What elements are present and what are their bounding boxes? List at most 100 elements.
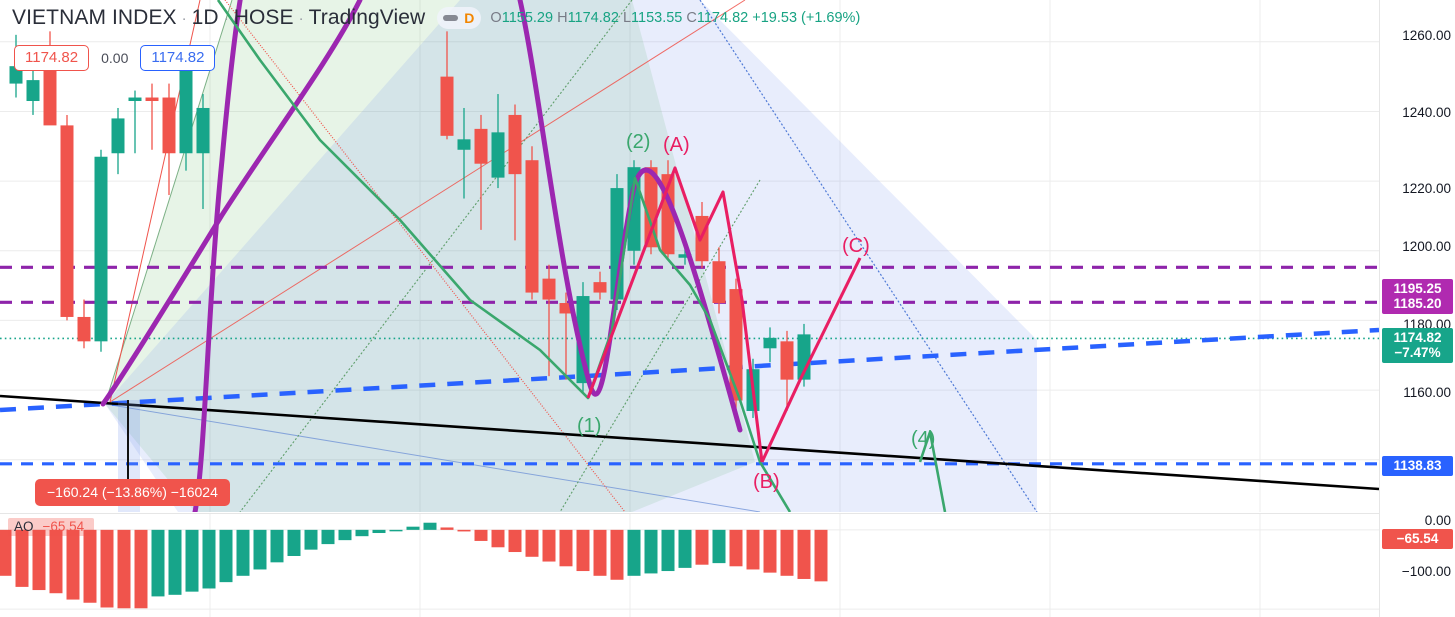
ao-bar[interactable] (219, 529, 233, 583)
wave-label-4[interactable]: (4) (911, 428, 936, 450)
ao-bar[interactable] (49, 529, 63, 594)
ao-bar[interactable] (66, 529, 80, 600)
ao-bar[interactable] (117, 529, 131, 609)
ao-bar[interactable] (525, 529, 539, 557)
ao-bar[interactable] (610, 529, 624, 580)
candle[interactable] (474, 114, 488, 230)
ao-bar[interactable] (780, 529, 794, 576)
ao-bar[interactable] (678, 529, 692, 568)
measurement-label[interactable]: −160.24 (−13.86%) −16024 (35, 479, 230, 506)
ao-bar[interactable] (423, 522, 437, 530)
pink-c-leg[interactable] (760, 257, 862, 463)
ao-bar[interactable] (695, 529, 709, 565)
ao-bar[interactable] (168, 529, 182, 595)
candle[interactable] (508, 104, 522, 241)
timeframe-toggle[interactable]: D (437, 7, 482, 29)
ao-bar[interactable] (491, 529, 505, 548)
exchange-label[interactable]: HOSE (233, 6, 294, 29)
ao-bar[interactable] (457, 529, 471, 532)
ao-bar[interactable] (100, 529, 114, 608)
ao-bar[interactable] (338, 529, 352, 541)
candle[interactable] (60, 114, 74, 321)
candle[interactable] (440, 31, 454, 140)
wave-label-1[interactable]: (1) (577, 415, 602, 437)
axis-price-tag[interactable]: 1174.82 −7.47% (1382, 328, 1453, 363)
interval-label[interactable]: 1D (191, 6, 219, 29)
ao-bar[interactable] (15, 529, 29, 587)
axis-price-tag[interactable]: 1138.83 (1382, 456, 1453, 476)
ao-bar[interactable] (593, 529, 607, 576)
price-box-start[interactable]: 1174.82 (14, 45, 90, 71)
ao-bar[interactable] (576, 529, 590, 572)
wave-label-A[interactable]: (A) (663, 134, 690, 156)
pink-abc-path[interactable] (586, 166, 764, 463)
candle[interactable] (593, 271, 607, 300)
red-fan-line-2[interactable] (109, 0, 746, 403)
ao-bar[interactable] (644, 529, 658, 574)
ao-bar[interactable] (712, 529, 726, 564)
ao-bar[interactable] (729, 529, 743, 567)
ao-bar[interactable] (508, 529, 522, 553)
candle[interactable] (712, 247, 726, 314)
candle[interactable] (196, 94, 210, 209)
candle[interactable] (729, 278, 743, 418)
candle[interactable] (77, 299, 91, 349)
candle[interactable] (111, 107, 125, 175)
candle[interactable] (644, 160, 658, 255)
purple-wave-left[interactable] (192, 0, 248, 512)
blue-rising-trendline[interactable] (0, 327, 1379, 413)
ao-bar[interactable] (32, 529, 46, 591)
black-trendline[interactable] (0, 394, 1379, 491)
ao-bar[interactable] (355, 529, 369, 537)
ao-bar[interactable] (746, 529, 760, 570)
green-channel-edge-mid[interactable] (239, 0, 633, 512)
green-zigzag-path[interactable] (216, 0, 792, 512)
green-wave4-marker[interactable] (918, 430, 947, 512)
ao-bar[interactable] (287, 529, 301, 556)
ao-bar[interactable] (372, 529, 386, 534)
ao-bar[interactable] (134, 529, 148, 609)
ao-bar[interactable] (474, 529, 488, 541)
ao-bar[interactable] (304, 529, 318, 550)
ao-bar[interactable] (814, 529, 828, 582)
price-range-tool[interactable]: 1174.82 0.00 1174.82 (14, 45, 216, 71)
candle[interactable] (162, 83, 176, 196)
ao-bar[interactable] (236, 529, 250, 576)
candle[interactable] (559, 292, 573, 380)
ao-bar[interactable] (763, 529, 777, 573)
ao-bar[interactable] (202, 529, 216, 589)
ao-bar[interactable] (627, 529, 641, 576)
ao-bar[interactable] (661, 529, 675, 572)
symbol-name[interactable]: VIETNAM INDEX (12, 6, 177, 29)
price-box-end[interactable]: 1174.82 (140, 45, 216, 71)
ao-bar[interactable] (389, 529, 403, 532)
ao-bar[interactable] (83, 529, 97, 603)
ao-bar[interactable] (253, 529, 267, 570)
wave-label-2[interactable]: (2) (626, 131, 651, 153)
candle[interactable] (145, 83, 159, 150)
candle[interactable] (26, 69, 40, 115)
wave-label-B[interactable]: (B) (753, 471, 780, 493)
blue-channel-edge-lower[interactable] (104, 403, 761, 512)
ao-bar[interactable] (542, 529, 556, 562)
candle[interactable] (94, 149, 108, 352)
candle[interactable] (525, 146, 539, 300)
candle[interactable] (457, 107, 471, 199)
candle[interactable] (128, 90, 142, 154)
ao-bar[interactable] (797, 529, 811, 579)
ao-bar[interactable] (185, 529, 199, 592)
candle[interactable] (491, 94, 505, 189)
ao-bar[interactable] (440, 527, 454, 530)
red-fan-line-3[interactable] (224, 0, 626, 512)
ao-axis-value-tag[interactable]: −65.54 (1382, 529, 1453, 549)
candle[interactable] (763, 327, 777, 363)
price-pane[interactable] (0, 0, 1379, 512)
ao-bar[interactable] (559, 529, 573, 567)
ao-bar[interactable] (151, 529, 165, 597)
purple-wave-rise[interactable] (100, 0, 363, 407)
price-axis[interactable]: 1260.00 1240.00 1220.00 1200.00 1180.00 1160.… (1379, 0, 1455, 617)
ao-bar[interactable] (321, 529, 335, 545)
ao-bar[interactable] (270, 529, 284, 563)
ao-bar[interactable] (0, 529, 12, 576)
axis-price-tag[interactable]: 1185.20 (1382, 294, 1453, 314)
